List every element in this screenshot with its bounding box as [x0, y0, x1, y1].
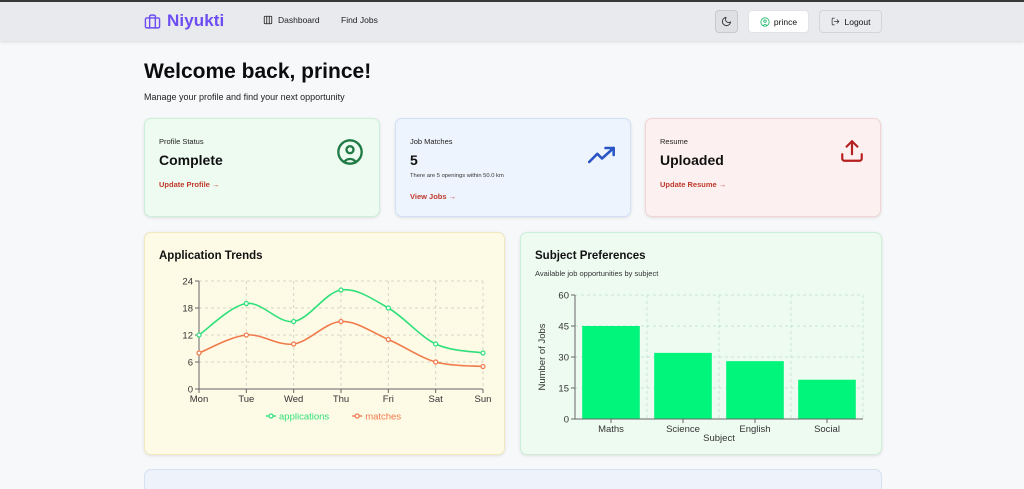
bar-maths: [582, 326, 640, 419]
nav-find-jobs-label: Find Jobs: [341, 15, 378, 25]
data-point-matches: [338, 318, 344, 325]
y-tick-label: 12: [182, 331, 193, 342]
data-point-applications: [480, 350, 486, 356]
x-tick-label: Mon: [190, 394, 208, 405]
theme-toggle-button[interactable]: [715, 10, 738, 33]
nav-dashboard-link[interactable]: Dashboard: [263, 15, 320, 25]
subject-preferences-card: Subject Preferences Available job opport…: [520, 232, 882, 455]
application-trends-card: Application Trends 0 6 12 18 24 Mon Tue Wed Thu F…: [144, 232, 505, 455]
brand-name: Niyukti: [167, 11, 225, 30]
data-point-applications: [243, 300, 249, 307]
subject-preferences-subtitle: Available job opportunities by subject: [535, 269, 659, 278]
x-tick-label: English: [739, 424, 770, 435]
y-tick-label: 24: [182, 277, 193, 288]
window-top-border: [0, 0, 1024, 2]
profile-status-card: Profile Status Complete Update Profile →: [144, 118, 380, 217]
x-tick-label: Science: [666, 424, 700, 435]
resume-card: Resume Uploaded Update Resume →: [645, 118, 881, 217]
data-point-matches: [243, 332, 249, 338]
data-point-applications: [433, 341, 439, 347]
x-tick-label: Thu: [333, 394, 349, 405]
x-tick-label: Sun: [475, 394, 492, 405]
y-tick-label: 15: [558, 384, 569, 395]
job-matches-label: Job Matches: [410, 137, 453, 146]
job-matches-card: Job Matches 5 There are 5 openings withi…: [395, 118, 631, 217]
data-point-matches: [291, 341, 297, 347]
data-point-matches: [480, 363, 486, 370]
view-jobs-link[interactable]: View Jobs →: [410, 192, 457, 201]
user-circle-icon: [337, 139, 363, 165]
application-trends-chart: 0 6 12 18 24 Mon Tue Wed Thu Fri Sat Sun application…: [182, 277, 492, 423]
bar-english: [726, 361, 784, 419]
legend-marker-applications: [268, 413, 274, 419]
job-matches-value: 5: [410, 152, 418, 168]
user-circle-icon: [760, 16, 770, 27]
upload-icon: [841, 140, 863, 162]
data-point-matches: [385, 336, 391, 343]
x-axis-label: Subject: [703, 433, 735, 444]
bar-science: [654, 352, 712, 419]
page-title: Welcome back, prince!: [144, 60, 372, 83]
moon-icon: [721, 16, 732, 27]
logout-label: Logout: [844, 16, 871, 27]
x-tick-label: Tue: [238, 394, 254, 405]
nav-find-jobs-link[interactable]: Find Jobs: [341, 15, 378, 25]
next-section-card: [144, 469, 882, 489]
y-tick-label: 30: [558, 353, 569, 364]
briefcase-icon: [144, 13, 161, 29]
update-profile-link[interactable]: Update Profile →: [159, 180, 220, 189]
data-point-matches: [196, 350, 202, 356]
job-matches-note: There are 5 openings within 50.0 km: [410, 173, 504, 179]
profile-status-label: Profile Status: [159, 137, 204, 146]
user-profile-button[interactable]: prince: [748, 10, 809, 33]
page-subtitle: Manage your profile and find your next o…: [144, 92, 345, 102]
building-icon: [263, 15, 273, 25]
legend-marker-matches: [354, 413, 360, 419]
x-tick-label: Social: [814, 424, 840, 435]
y-tick-label: 6: [188, 358, 193, 369]
y-axis-label: Number of Jobs: [537, 323, 548, 390]
y-tick-label: 0: [564, 415, 569, 426]
x-tick-label: Maths: [598, 424, 624, 435]
y-tick-label: 0: [188, 385, 193, 396]
y-tick-label: 18: [182, 304, 193, 315]
trending-up-icon: [588, 146, 615, 164]
navbar: Niyukti Dashboard Find Jobs prince Logou…: [0, 2, 1024, 41]
logout-button[interactable]: Logout: [819, 10, 882, 33]
x-tick-label: Sat: [429, 394, 444, 405]
y-tick-label: 60: [558, 291, 569, 302]
data-point-applications: [291, 318, 297, 325]
subject-preferences-title: Subject Preferences: [535, 250, 646, 262]
legend-label-matches: matches: [365, 412, 401, 423]
data-point-matches: [433, 359, 439, 365]
x-tick-label: Wed: [284, 394, 303, 405]
user-name: prince: [773, 16, 798, 27]
bar-social: [798, 379, 856, 419]
data-point-applications: [338, 287, 344, 293]
resume-value: Uploaded: [660, 152, 724, 168]
resume-label: Resume: [660, 137, 688, 146]
application-trends-title: Application Trends: [159, 250, 263, 262]
data-point-applications: [196, 332, 202, 338]
profile-status-value: Complete: [159, 152, 223, 168]
logout-icon: [831, 17, 839, 26]
nav-dashboard-label: Dashboard: [278, 15, 320, 25]
update-resume-link[interactable]: Update Resume →: [660, 180, 727, 189]
data-point-applications: [385, 305, 391, 311]
legend-label-applications: applications: [279, 412, 329, 423]
y-tick-label: 45: [558, 322, 569, 333]
x-tick-label: Fri: [383, 394, 394, 405]
brand-logo[interactable]: Niyukti: [144, 11, 224, 31]
subject-preferences-chart: 0 15 30 45 60 Maths Science English Social Subjec…: [537, 291, 864, 444]
